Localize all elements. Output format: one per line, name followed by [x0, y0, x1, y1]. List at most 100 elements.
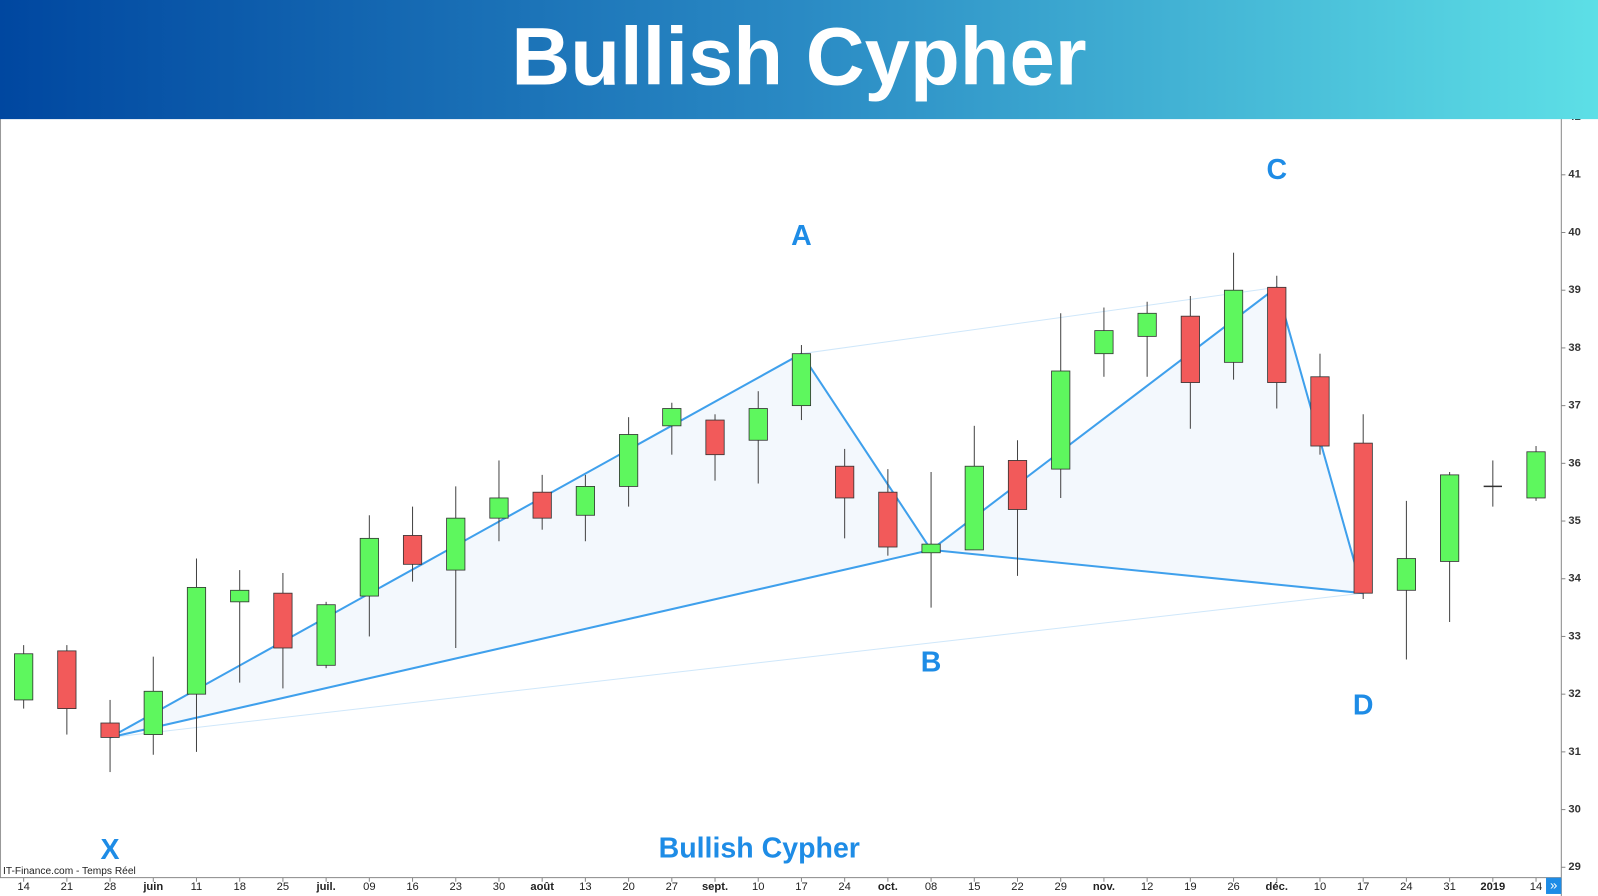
candle-body: [1180, 315, 1200, 383]
chart-title: Bullish Cypher: [511, 12, 1086, 103]
candle-body: [619, 434, 639, 487]
candle-body: [143, 690, 163, 735]
candle-body: [1310, 376, 1330, 447]
candle-body: [186, 586, 207, 695]
pattern-point-label: C: [1266, 154, 1287, 186]
x-tick-label: 31: [1443, 881, 1455, 893]
pattern-layer: X A B C D Bullish Cypher: [101, 154, 1374, 866]
candle-body: [748, 408, 768, 441]
title-banner: [0, 0, 1598, 120]
x-tick-label: 14: [17, 881, 29, 893]
candle-body: [230, 589, 250, 603]
pattern-leg: [930, 548, 1364, 595]
candle-body: [402, 535, 423, 565]
candle-body: [662, 408, 682, 427]
y-tick-label: 32: [1568, 688, 1580, 700]
candle-body: [316, 604, 336, 666]
pattern-guide: [110, 592, 1364, 738]
candles-layer: [14, 252, 1546, 773]
x-tick-label: 18: [233, 881, 245, 893]
x-tick-label: 10: [1314, 881, 1326, 893]
candle-body: [1440, 474, 1460, 562]
candle-body: [100, 722, 120, 738]
candle-body: [705, 419, 725, 456]
x-tick-label: 21: [61, 881, 73, 893]
x-tick-label: 25: [277, 881, 289, 893]
candle-body: [1137, 312, 1157, 337]
pattern-guide: [801, 286, 1277, 355]
y-tick-label: 40: [1568, 226, 1580, 238]
axes-layer: 2930313233343536373839404142142128juin11…: [17, 111, 1581, 893]
x-tick-label: 14: [1530, 881, 1542, 893]
candle-body: [57, 650, 77, 709]
candle-body: [1007, 460, 1028, 510]
candle-body: [489, 497, 509, 519]
y-tick-label: 35: [1568, 515, 1580, 527]
x-tick-label: 17: [795, 881, 807, 893]
candle-body: [359, 537, 379, 597]
x-tick-label: oct.: [878, 881, 898, 893]
candle-body: [878, 491, 898, 548]
source-label: IT-Finance.com - Temps Réel: [3, 866, 136, 877]
x-tick-label: 28: [104, 881, 116, 893]
candle-body: [575, 486, 595, 516]
x-tick-label: nov.: [1093, 881, 1115, 893]
candle-body: [964, 465, 984, 551]
x-tick-label: 12: [1141, 881, 1153, 893]
y-tick-label: 31: [1568, 746, 1580, 758]
y-tick-label: 38: [1568, 342, 1580, 354]
candle-body: [1396, 558, 1416, 591]
pattern-area: [110, 353, 932, 738]
candle-body: [1051, 370, 1071, 470]
y-tick-label: 36: [1568, 457, 1580, 469]
candle-body: [791, 353, 812, 407]
candle-body: [1353, 442, 1373, 594]
pattern-area: [931, 287, 1364, 594]
y-tick-label: 41: [1568, 169, 1580, 181]
x-tick-label: 09: [363, 881, 375, 893]
y-tick-label: 39: [1568, 284, 1580, 296]
x-tick-label: 29: [1054, 881, 1066, 893]
y-tick-label: 30: [1568, 804, 1580, 816]
candle-body: [1267, 286, 1287, 383]
x-tick-label: 17: [1357, 881, 1369, 893]
x-tick-label: 24: [838, 881, 850, 893]
pattern-point-label: D: [1353, 690, 1374, 722]
x-tick-label: juil.: [315, 881, 335, 893]
scroll-button-label[interactable]: »: [1550, 877, 1557, 892]
x-tick-label: 13: [579, 881, 591, 893]
x-tick-label: 24: [1400, 881, 1412, 893]
x-tick-label: 26: [1227, 881, 1239, 893]
pattern-leg: [109, 548, 932, 739]
candle-body: [921, 543, 941, 554]
candle-body: [1526, 451, 1546, 499]
x-tick-label: 20: [622, 881, 634, 893]
x-tick-label: déc.: [1266, 881, 1288, 893]
candle-body: [1223, 289, 1244, 363]
x-tick-label: août: [530, 881, 554, 893]
pattern-name-label: Bullish Cypher: [659, 833, 860, 865]
x-tick-label: 27: [666, 881, 678, 893]
pattern-point-label: A: [791, 220, 812, 252]
x-tick-label: 2019: [1480, 881, 1505, 893]
candle-body: [446, 517, 466, 571]
x-tick-label: 30: [493, 881, 505, 893]
y-tick-label: 34: [1568, 573, 1581, 585]
x-tick-label: juin: [142, 881, 163, 893]
y-tick-label: 37: [1568, 400, 1580, 412]
y-tick-label: 33: [1568, 630, 1580, 642]
candle-body: [14, 653, 34, 701]
x-tick-label: 22: [1011, 881, 1023, 893]
x-tick-label: 15: [968, 881, 980, 893]
candle-body: [273, 592, 293, 649]
x-tick-label: 11: [191, 881, 203, 893]
pattern-point-label: B: [921, 646, 942, 678]
pattern-point-label: X: [101, 834, 120, 866]
candle-body: [532, 491, 552, 519]
x-tick-label: 23: [450, 881, 462, 893]
x-tick-label: 10: [752, 881, 764, 893]
scroll-button[interactable]: [1546, 877, 1562, 894]
x-tick-label: sept.: [702, 881, 728, 893]
y-tick-label: 29: [1568, 861, 1580, 873]
